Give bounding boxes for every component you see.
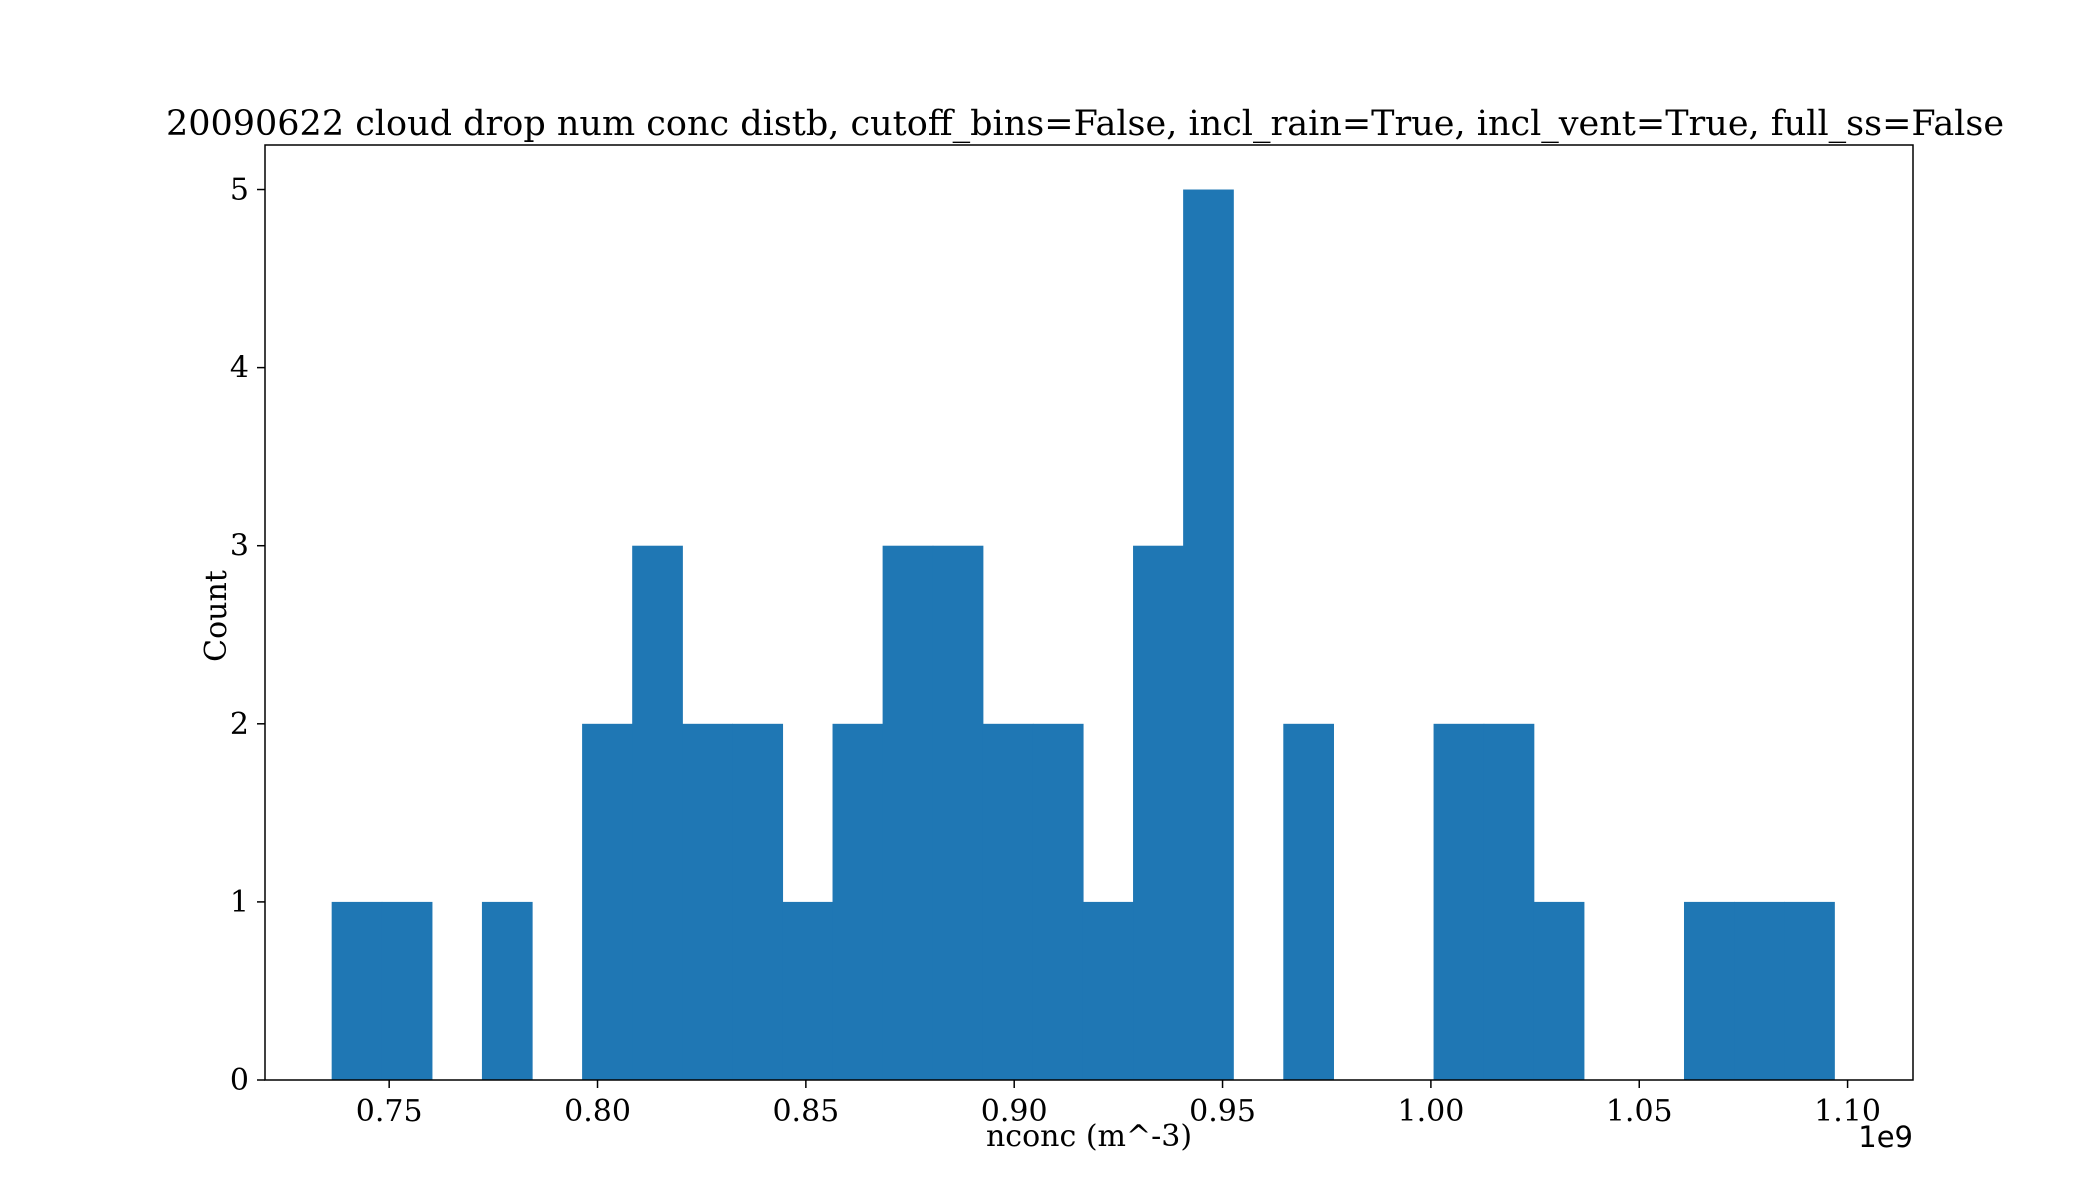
histogram-bar — [932, 545, 984, 1080]
histogram-bar — [381, 901, 433, 1080]
y-axis-ticks: 0 1 2 3 4 5 — [230, 173, 265, 1098]
y-tick-label: 4 — [230, 351, 249, 386]
histogram-bar — [1183, 189, 1234, 1080]
x-axis-ticks: 0.75 0.80 0.85 0.90 0.95 1.00 1.05 1.10 — [356, 1080, 1881, 1129]
x-tick-label: 1.05 — [1606, 1094, 1673, 1129]
x-tick-label: 1.00 — [1397, 1094, 1464, 1129]
histogram-bar — [632, 545, 683, 1080]
histogram-bar — [882, 545, 934, 1080]
histogram-bar — [1483, 723, 1535, 1080]
histogram-bar — [982, 723, 1034, 1080]
histogram-bar — [1734, 901, 1785, 1080]
histogram-bar — [732, 723, 784, 1080]
histogram-bar — [1683, 901, 1735, 1080]
x-tick-label: 0.95 — [1189, 1094, 1256, 1129]
histogram-bar — [1133, 545, 1184, 1080]
x-tick-label: 0.90 — [981, 1094, 1048, 1129]
x-axis-label: nconc (m^-3) — [986, 1119, 1192, 1154]
x-tick-label: 0.85 — [772, 1094, 839, 1129]
x-tick-label: 0.75 — [356, 1094, 423, 1129]
y-tick-label: 3 — [230, 529, 249, 564]
histogram-bar — [832, 723, 884, 1080]
y-tick-label: 0 — [230, 1063, 249, 1098]
histogram-bar — [1533, 901, 1585, 1080]
y-tick-label: 1 — [230, 885, 249, 920]
x-tick-label: 1.10 — [1814, 1094, 1881, 1129]
histogram-bar — [1032, 723, 1084, 1080]
histogram-bar — [1433, 723, 1485, 1080]
chart-title: 20090622 cloud drop num conc distb, cuto… — [166, 104, 2004, 144]
x-tick-label: 0.80 — [564, 1094, 631, 1129]
y-tick-label: 2 — [230, 707, 249, 742]
histogram-bar — [1283, 723, 1334, 1080]
histogram-bar — [582, 723, 633, 1080]
histogram-bars — [331, 189, 1835, 1080]
x-axis-offset-label: 1e9 — [1858, 1120, 1913, 1154]
histogram-bar — [1082, 901, 1134, 1080]
y-tick-label: 5 — [230, 173, 249, 208]
histogram-bar — [331, 901, 383, 1080]
histogram-bar — [682, 723, 733, 1080]
histogram-bar — [481, 901, 533, 1080]
y-axis-label: Count — [199, 570, 234, 662]
plot-frame — [264, 144, 1914, 1081]
histogram-bar — [1784, 901, 1835, 1080]
histogram-bar — [782, 901, 834, 1080]
